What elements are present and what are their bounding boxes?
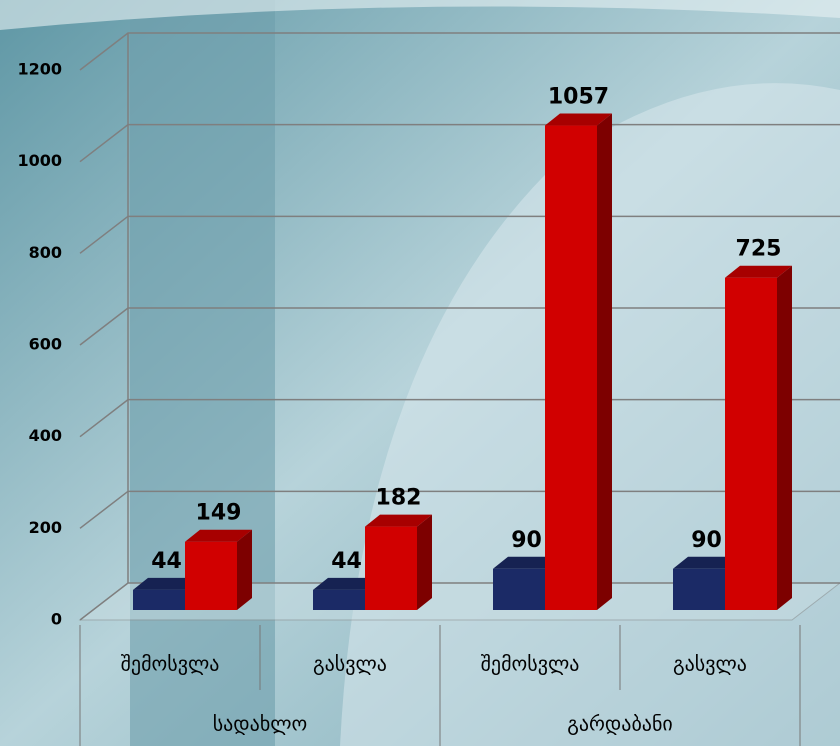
bar-side [237, 529, 252, 610]
y-tick-label: 1000 [17, 151, 62, 170]
bar-side [777, 265, 792, 610]
bar [493, 568, 545, 610]
bar-top [545, 113, 612, 126]
bar-top [673, 556, 740, 569]
bar-side [597, 113, 612, 611]
bar-top [493, 556, 560, 569]
y-tick-label: 0 [51, 610, 62, 629]
bar [545, 125, 597, 611]
x-tick-label: შემოსვლა [121, 652, 220, 676]
group-label: გარდაბანი [567, 712, 673, 736]
data-label: 90 [691, 528, 722, 553]
bar [725, 277, 777, 610]
data-label: 725 [736, 237, 782, 262]
bar-top [365, 514, 432, 527]
bar-top [185, 529, 252, 542]
bar [185, 541, 237, 610]
background-sky [0, 0, 840, 30]
x-tick-label: გასვლა [673, 652, 747, 676]
y-tick-label: 1200 [17, 60, 62, 79]
data-label: 182 [376, 486, 422, 511]
y-tick-label: 800 [29, 243, 62, 262]
data-label: 149 [196, 501, 242, 526]
x-tick-label: შემოსვლა [481, 652, 580, 676]
data-label: 44 [331, 549, 362, 574]
bar [313, 589, 365, 610]
y-tick-label: 400 [29, 426, 62, 445]
bar [673, 568, 725, 610]
y-tick-label: 200 [29, 518, 62, 537]
bar [133, 589, 185, 610]
bar-top [313, 577, 380, 590]
x-tick-label: გასვლა [313, 652, 387, 676]
background-column [130, 0, 275, 746]
y-tick-label: 600 [29, 335, 62, 354]
bar-top [725, 265, 792, 278]
data-label: 90 [511, 528, 542, 553]
group-label: სადახლო [213, 712, 308, 736]
data-label: 44 [151, 549, 182, 574]
bar-side [417, 514, 432, 610]
data-label: 1057 [548, 85, 609, 110]
bar [365, 526, 417, 610]
bar-top [133, 577, 200, 590]
